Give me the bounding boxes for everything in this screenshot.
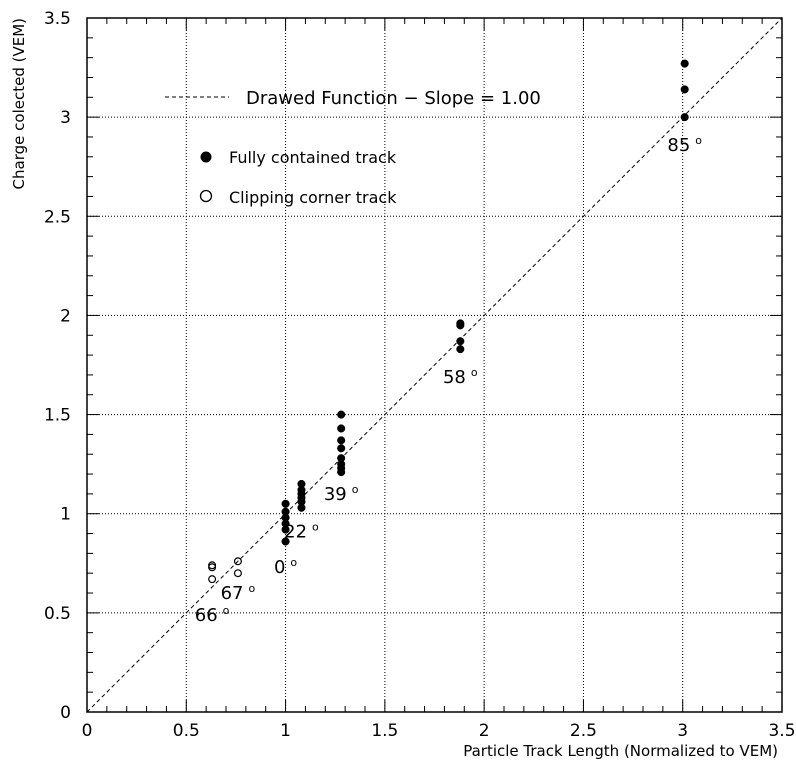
fully-contained-point	[337, 444, 346, 453]
y-tick-label: 1	[60, 505, 71, 525]
legend-filled-circle-marker	[200, 151, 212, 163]
fully-contained-point	[281, 499, 290, 508]
degree-symbol: o	[352, 483, 359, 496]
y-tick-label: 3.5	[44, 9, 71, 29]
angle-annotation-value: 66	[195, 605, 218, 626]
angle-annotation: 58 o	[443, 366, 478, 388]
y-tick-label: 1.5	[44, 406, 71, 426]
fully-contained-point	[281, 507, 290, 516]
x-tick-label: 2	[479, 721, 490, 741]
y-tick-label: 2	[60, 306, 71, 326]
x-tick-label: 1	[280, 721, 291, 741]
fully-contained-point	[337, 454, 346, 463]
clipping-corner-point	[233, 569, 242, 578]
y-axis-label: Charge colected (VEM)	[10, 18, 28, 189]
degree-symbol: o	[471, 366, 478, 379]
fully-contained-point	[456, 345, 465, 354]
fully-contained-point	[680, 113, 689, 122]
angle-annotation-value: 85	[667, 135, 690, 156]
angle-annotation: 22 o	[284, 521, 319, 543]
x-tick-label: 3	[677, 721, 688, 741]
x-tick-label: 1.5	[371, 721, 398, 741]
clipping-corner-point	[208, 561, 217, 570]
fully-contained-point	[680, 85, 689, 94]
clipping-corner-point	[233, 557, 242, 566]
legend: Drawed Function − Slope = 1.00 Fully con…	[165, 88, 541, 207]
angle-annotation-value: 22	[284, 522, 307, 543]
angle-annotation: 67 o	[221, 582, 256, 604]
degree-symbol: o	[223, 604, 230, 617]
fully-contained-point	[680, 59, 689, 68]
x-tick-label: 2.5	[570, 721, 597, 741]
degree-symbol: o	[249, 582, 256, 595]
y-tick-label: 0.5	[44, 604, 71, 624]
reference-line	[86, 17, 783, 713]
tick-labels: 0 0.5 1 1.5 2 2.5 3 3.5 0 0.5 1 1.5 2 2.5 3 3.5	[44, 9, 796, 741]
degree-symbol: o	[290, 556, 297, 569]
angle-annotation-value: 67	[221, 583, 244, 604]
fully-contained-point	[337, 410, 346, 419]
fully-contained-point	[456, 319, 465, 328]
y-tick-label: 0	[60, 703, 71, 723]
angle-annotation-value: 58	[443, 367, 466, 388]
fully-contained-point	[297, 479, 306, 489]
plot-frame	[86, 17, 783, 713]
angle-annotation: 85 o	[667, 134, 702, 156]
legend-reference-line-label: Drawed Function − Slope = 1.00	[246, 88, 541, 109]
legend-fully-contained-label: Fully contained track	[229, 148, 397, 167]
axis-ticks	[86, 17, 783, 713]
angle-annotation-value: 39	[324, 484, 347, 505]
fully-contained-point	[337, 424, 346, 433]
angle-annotation: 66 o	[195, 604, 230, 626]
fully-contained-point	[337, 436, 346, 445]
fully-contained-point	[456, 337, 465, 346]
y-tick-label: 2.5	[44, 207, 71, 227]
x-axis-label: Particle Track Length (Normalized to VEM…	[463, 742, 778, 760]
degree-symbol: o	[695, 134, 702, 147]
legend-open-circle-marker	[199, 189, 213, 203]
x-tick-label: 3.5	[768, 721, 795, 741]
legend-clipping-corner-label: Clipping corner track	[229, 188, 397, 207]
angle-annotations: 85 o58 o39 o22 o0 o67 o66 o	[195, 134, 703, 626]
angle-annotation: 39 o	[324, 483, 359, 505]
degree-symbol: o	[312, 521, 319, 534]
angle-annotation-value: 0	[274, 557, 285, 578]
x-tick-label: 0.5	[173, 721, 200, 741]
y-tick-label: 3	[60, 108, 71, 128]
clipping-corner-point	[208, 575, 217, 584]
grid-lines	[87, 18, 782, 712]
data-points	[208, 59, 689, 584]
x-tick-label: 0	[82, 721, 93, 741]
fully-contained-point	[281, 537, 290, 546]
